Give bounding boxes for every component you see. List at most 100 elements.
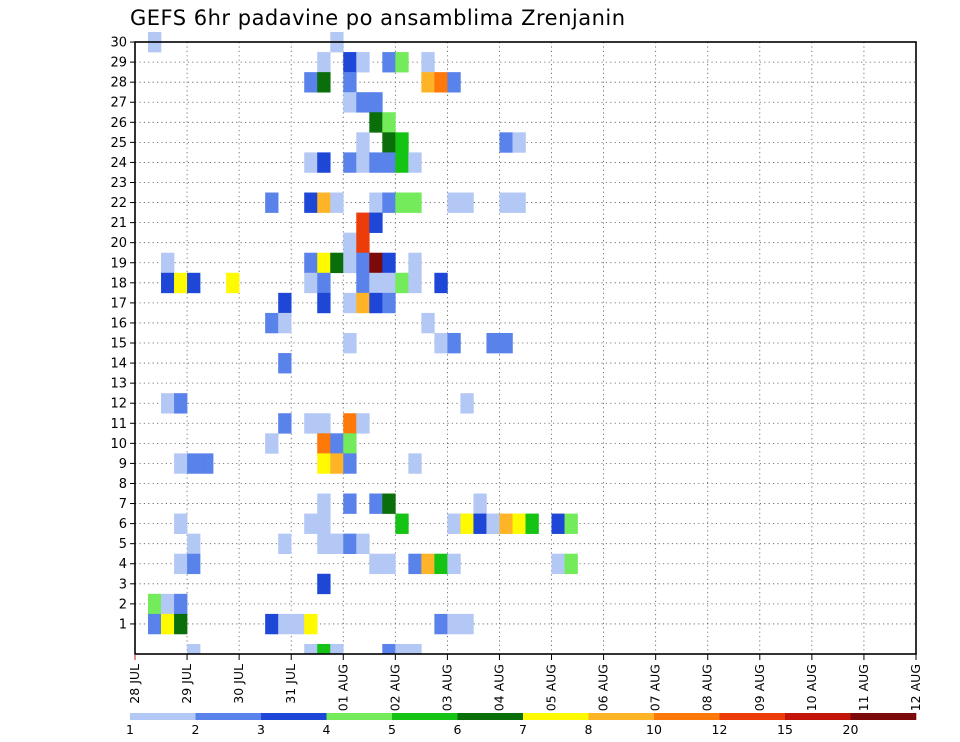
heatmap-cell xyxy=(499,192,513,213)
heatmap-cell xyxy=(369,553,383,575)
heatmap-cell xyxy=(382,152,396,173)
heatmap-cell xyxy=(161,393,175,414)
heatmap-cell xyxy=(499,513,513,534)
heatmap-cell xyxy=(174,513,188,534)
heatmap-cell xyxy=(317,72,331,93)
heatmap-cell xyxy=(304,413,318,434)
heatmap-cell xyxy=(187,643,201,655)
y-tick-label: 21 xyxy=(110,216,127,231)
y-tick-label: 2 xyxy=(119,597,127,612)
heatmap-cell xyxy=(395,152,409,173)
heatmap-cell xyxy=(343,292,357,314)
heatmap-cell xyxy=(304,152,318,173)
heatmap-cell xyxy=(356,292,370,314)
heatmap-cell xyxy=(564,513,578,534)
y-tick-label: 15 xyxy=(110,337,127,352)
heatmap-cell xyxy=(317,192,331,213)
heatmap-cell xyxy=(343,252,357,274)
heatmap-cell xyxy=(356,92,370,113)
y-tick-label: 25 xyxy=(110,136,127,151)
x-tick-label: 11 AUG xyxy=(856,664,871,711)
heatmap-cell xyxy=(408,252,422,274)
y-tick-label: 10 xyxy=(110,437,127,452)
heatmap-cell xyxy=(460,513,474,534)
y-tick-label: 14 xyxy=(110,357,127,372)
heatmap-cell xyxy=(395,192,409,213)
heatmap-cell xyxy=(356,132,370,153)
heatmap-cell xyxy=(408,272,422,294)
heatmap-cell xyxy=(161,252,175,274)
heatmap-cell xyxy=(382,292,396,314)
x-tick-label: 05 AUG xyxy=(544,664,559,711)
legend-label: 7 xyxy=(519,722,527,737)
heatmap-cell xyxy=(447,553,461,575)
heatmap-cell xyxy=(161,593,175,615)
heatmap-cell xyxy=(395,272,409,294)
heatmap-cell xyxy=(460,613,474,635)
heatmap-cell xyxy=(330,453,344,474)
heatmap-cell xyxy=(317,493,331,514)
y-tick-label: 6 xyxy=(119,517,127,532)
heatmap-cell xyxy=(395,513,409,534)
heatmap-cell xyxy=(382,643,396,655)
x-tick-label: 29 JUL xyxy=(179,664,194,704)
legend-label: 6 xyxy=(454,722,462,737)
heatmap-cell xyxy=(512,192,526,213)
y-tick-label: 12 xyxy=(110,397,127,412)
heatmap-cell xyxy=(187,533,201,555)
heatmap-cell xyxy=(265,433,279,454)
heatmap-cell xyxy=(460,192,474,213)
heatmap-cell xyxy=(499,332,513,354)
legend-label: 8 xyxy=(585,722,593,737)
legend-swatch xyxy=(130,713,196,720)
x-tick-label: 06 AUG xyxy=(596,664,611,711)
heatmap-cell xyxy=(330,643,344,655)
heatmap-cell xyxy=(317,643,331,655)
y-tick-label: 8 xyxy=(119,477,127,492)
heatmap-cell xyxy=(369,212,383,233)
heatmap-cell xyxy=(304,272,318,294)
heatmap-cell xyxy=(356,252,370,274)
heatmap-cell xyxy=(408,553,422,575)
heatmap-cell xyxy=(486,332,500,354)
heatmap-cell xyxy=(330,533,344,555)
legend-label: 3 xyxy=(257,722,265,737)
y-tick-label: 4 xyxy=(119,557,127,572)
heatmap-cell xyxy=(343,533,357,555)
heatmap-cell xyxy=(408,453,422,474)
x-tick-label: 03 AUG xyxy=(439,664,454,711)
legend-label: 10 xyxy=(646,722,662,737)
heatmap-cell xyxy=(265,192,279,213)
heatmap-cell xyxy=(356,152,370,173)
y-tick-label: 19 xyxy=(110,256,127,271)
heatmap-cell xyxy=(395,132,409,153)
heatmap-cell xyxy=(317,573,331,595)
x-tick-label: 10 AUG xyxy=(804,664,819,711)
y-tick-label: 3 xyxy=(119,577,127,592)
y-tick-label: 28 xyxy=(110,76,127,91)
x-tick-label: 28 JUL xyxy=(127,664,142,704)
heatmap-cell xyxy=(369,292,383,314)
heatmap-cell xyxy=(434,553,448,575)
heatmap-cell xyxy=(278,413,292,434)
plot-frame xyxy=(134,41,917,655)
heatmap-cell xyxy=(317,513,331,534)
heatmap-cell xyxy=(174,393,188,414)
heatmap-cell xyxy=(369,152,383,173)
heatmap-cell xyxy=(343,493,357,514)
heatmap-cell xyxy=(395,643,409,655)
x-tick-label: 01 AUG xyxy=(335,664,350,711)
y-tick-label: 1 xyxy=(119,617,127,632)
heatmap-cell xyxy=(174,272,188,294)
heatmap-cell xyxy=(421,553,435,575)
heatmap-cell xyxy=(564,553,578,575)
heatmap-cell xyxy=(187,553,201,575)
heatmap-cell xyxy=(174,613,188,635)
heatmap-cell xyxy=(356,232,370,254)
heatmap-cell xyxy=(317,252,331,274)
heatmap-cell xyxy=(343,232,357,254)
heatmap-cell xyxy=(148,613,162,635)
heatmap-cell xyxy=(343,453,357,474)
heatmap-cell xyxy=(278,353,292,374)
